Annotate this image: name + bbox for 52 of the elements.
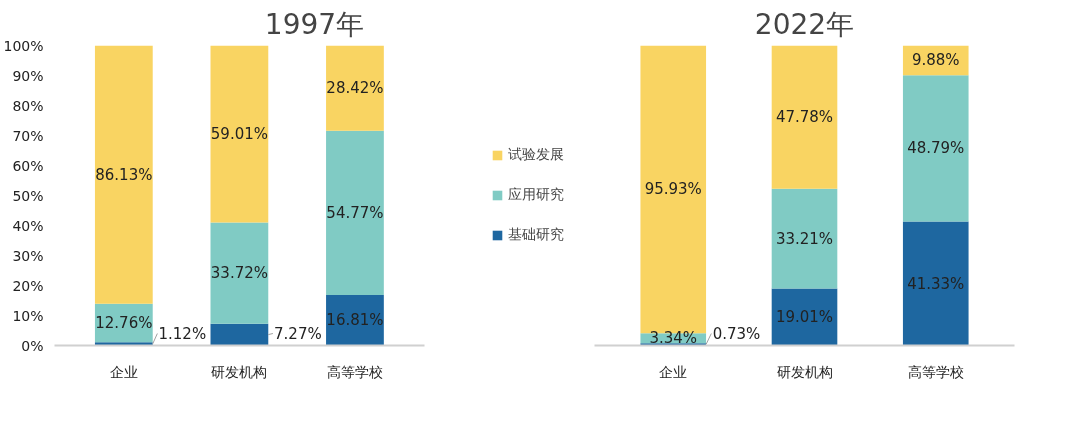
bar: [210, 222, 269, 324]
x-tick-label: 高等学校: [907, 363, 964, 380]
y-tick-label: 20%: [12, 277, 44, 294]
bar: [902, 221, 969, 346]
data-label: 47.78%: [775, 108, 834, 127]
chart-title: 2022年: [754, 7, 855, 41]
bar: [210, 45, 269, 223]
y-tick-label: 10%: [12, 307, 44, 324]
data-label: 54.77%: [326, 203, 384, 222]
bar: [94, 45, 153, 304]
y-tick-label: 100%: [3, 37, 44, 54]
bar: [640, 343, 707, 346]
data-label: 33.21%: [775, 229, 834, 248]
legend-label: 应用研究: [508, 186, 564, 204]
bar: [902, 75, 969, 222]
data-label: 16.81%: [326, 311, 384, 330]
y-tick-label: 90%: [12, 67, 44, 84]
bar: [210, 323, 269, 346]
y-tick-label: 0%: [21, 337, 44, 354]
data-label: 48.79%: [907, 139, 965, 158]
data-label: 3.34%: [649, 329, 698, 348]
x-tick-label: 高等学校: [326, 363, 383, 380]
data-label: 1.12%: [158, 324, 207, 343]
bar: [771, 45, 838, 189]
y-tick-label: 80%: [12, 97, 44, 114]
x-tick-label: 企业: [659, 363, 688, 380]
data-label: 0.73%: [712, 324, 761, 343]
y-tick-label: 50%: [12, 187, 44, 204]
bar: [771, 288, 838, 346]
data-label: 59.01%: [210, 125, 268, 144]
data-label: 19.01%: [775, 307, 834, 326]
data-label: 12.76%: [95, 314, 153, 332]
chart-title: 1997年: [264, 7, 365, 41]
data-label: 28.42%: [326, 79, 384, 98]
y-tick-label: 70%: [12, 127, 44, 144]
data-label: 86.13%: [95, 165, 153, 184]
data-label: 7.27%: [274, 324, 322, 343]
bar: [326, 45, 384, 131]
y-tick-label: 30%: [12, 247, 44, 264]
y-tick-label: 60%: [12, 157, 44, 174]
legend-label: 基础研究: [508, 226, 564, 244]
x-tick-label: 企业: [109, 363, 138, 380]
y-tick-label: 40%: [12, 217, 44, 234]
data-label: 9.88%: [911, 51, 960, 70]
x-tick-label: 研发机构: [776, 363, 833, 380]
x-tick-label: 研发机构: [211, 363, 268, 380]
data-label: 41.33%: [907, 274, 965, 293]
legend-label: 试验发展: [508, 146, 564, 164]
data-label: 95.93%: [644, 180, 702, 199]
data-label: 33.72%: [210, 264, 268, 283]
bar: [771, 188, 838, 289]
bar: [326, 130, 384, 296]
